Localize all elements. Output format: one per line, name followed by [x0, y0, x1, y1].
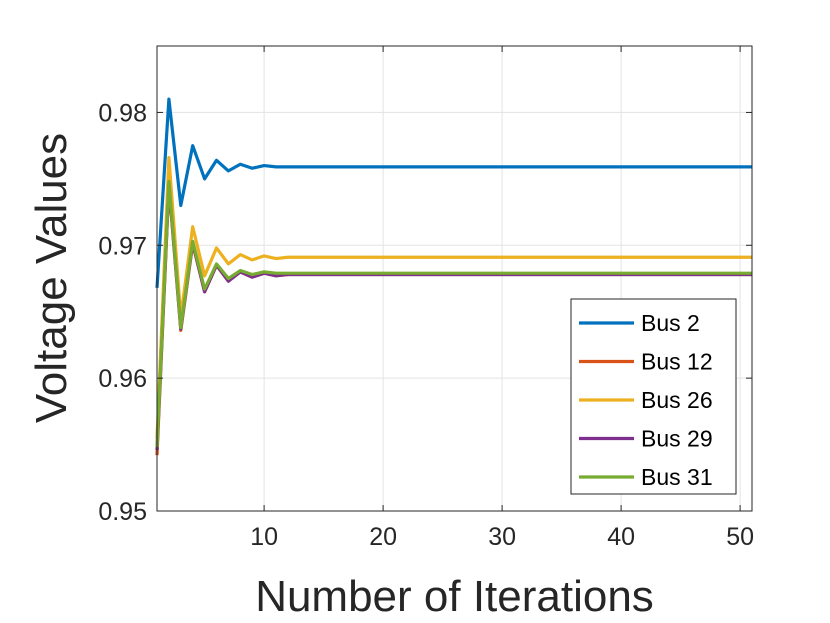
- legend: Bus 2 Bus 12 Bus 26 Bus 29 Bus 31: [570, 298, 737, 495]
- x-tick-label: 10: [250, 523, 278, 551]
- axes-box: [156, 45, 753, 512]
- x-tick-label: 20: [369, 523, 397, 551]
- series-line-bus-2: [155, 97, 752, 288]
- series-layer: [155, 97, 752, 456]
- x-tick-label: 30: [488, 523, 516, 551]
- legend-label: Bus 2: [641, 310, 700, 336]
- legend-label: Bus 26: [641, 387, 713, 413]
- legend-label: Bus 31: [641, 464, 713, 490]
- legend-label: Bus 29: [641, 426, 713, 452]
- y-axis-title: Voltage Values: [27, 133, 76, 423]
- series-line-bus-31: [155, 179, 752, 448]
- legend-label: Bus 12: [641, 349, 713, 375]
- x-tick-label: 40: [607, 523, 635, 551]
- y-tick-label: 0.97: [98, 232, 147, 260]
- x-tick-label: 50: [726, 523, 754, 551]
- y-tick-label: 0.96: [98, 365, 147, 393]
- y-tick-label: 0.98: [98, 99, 147, 127]
- legend-box: [570, 298, 737, 495]
- x-axis-title: Number of Iterations: [255, 572, 654, 621]
- y-tick-label: 0.95: [98, 498, 147, 526]
- series-line-bus-26: [155, 156, 752, 438]
- ticks: 10 20 30 40 50 0.95 0.96 0.97 0.98: [98, 46, 754, 551]
